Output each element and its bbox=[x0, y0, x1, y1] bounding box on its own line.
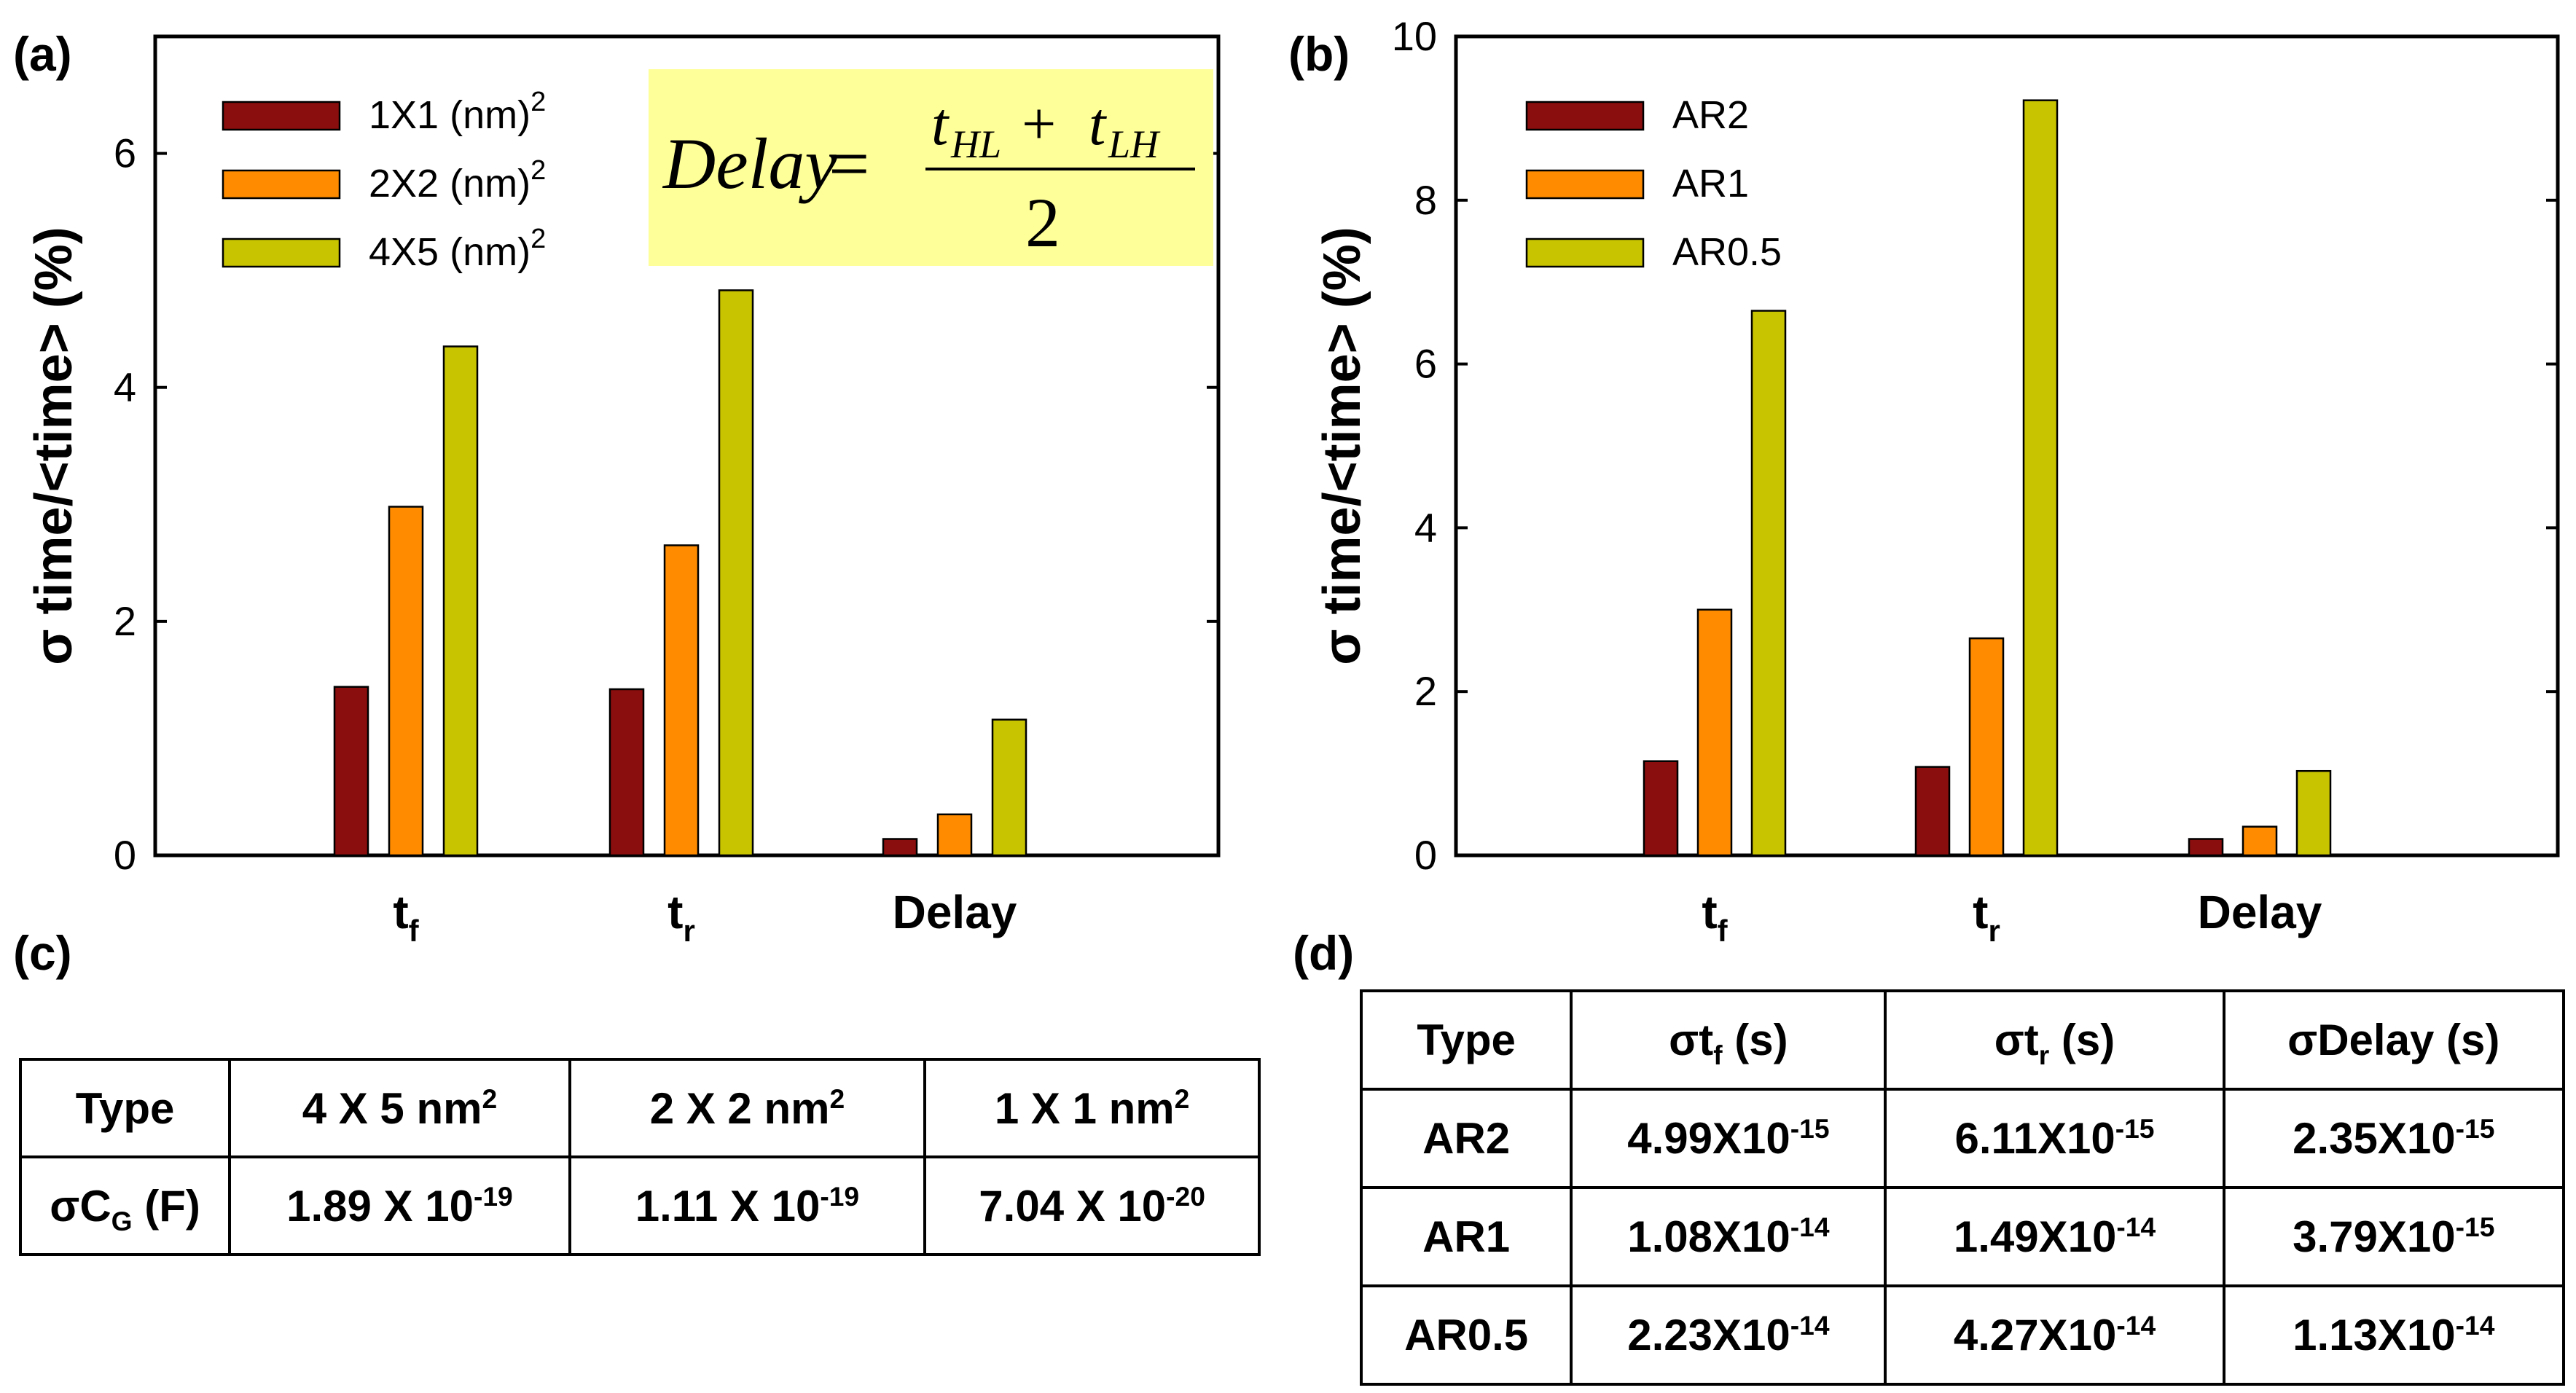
bar bbox=[2242, 825, 2278, 857]
table-c-cell-4x5: 1.89 X 10-19 bbox=[228, 1155, 571, 1256]
bar bbox=[1968, 637, 2005, 857]
formula-t1: t bbox=[931, 90, 950, 158]
formula-t1-sub: HL bbox=[950, 122, 1001, 166]
legend-swatch bbox=[1525, 238, 1645, 268]
table-d: Type σtf (s) σtr (s) σDelay (s) AR2 4.99… bbox=[1359, 989, 2566, 1386]
delay-formula: Delay = t HL + t LH 2 bbox=[649, 69, 1213, 266]
table-d-cell-type: AR0.5 bbox=[1359, 1284, 1573, 1386]
bar bbox=[608, 688, 645, 857]
legend-label: AR0.5 bbox=[1672, 230, 1782, 274]
formula-t2: t bbox=[1089, 90, 1108, 158]
table-c-header-4x5: 4 X 5 nm2 bbox=[228, 1058, 571, 1158]
y-tick-label: 8 bbox=[1414, 177, 1437, 223]
table-d-cell-tr: 1.49X10-14 bbox=[1884, 1186, 2225, 1287]
y-tick-label: 2 bbox=[114, 598, 136, 644]
bar bbox=[663, 544, 700, 857]
legend-swatch bbox=[222, 101, 341, 131]
table-d-header-type: Type bbox=[1359, 989, 1573, 1091]
y-tick-label: 0 bbox=[1414, 832, 1437, 878]
panel-label-c: (c) bbox=[13, 926, 72, 980]
bar bbox=[2022, 99, 2059, 857]
table-c-header-row: Type 4 X 5 nm2 2 X 2 nm2 1 X 1 nm2 bbox=[18, 1058, 1261, 1158]
table-d-header-delay: σDelay (s) bbox=[2222, 989, 2566, 1091]
table-d-header-tr: σtr (s) bbox=[1884, 989, 2225, 1091]
table-d-cell-delay: 2.35X10-15 bbox=[2222, 1088, 2566, 1189]
table-c: Type 4 X 5 nm2 2 X 2 nm2 1 X 1 nm2 σCG (… bbox=[18, 1058, 1261, 1256]
bar bbox=[1750, 310, 1787, 857]
bar bbox=[936, 813, 973, 857]
panel-label-a: (a) bbox=[13, 27, 72, 81]
legend-swatch bbox=[222, 238, 341, 268]
chart-a: 0 2 4 6 σ time/<time> (%) tf tr Delay 1X1 (nm)2 2… bbox=[25, 34, 1221, 948]
legend-swatch bbox=[1525, 101, 1645, 131]
table-c-header-1x1: 1 X 1 nm2 bbox=[923, 1058, 1261, 1158]
legend-label: 4X5 (nm)2 bbox=[369, 224, 546, 274]
panel-label-b: (b) bbox=[1288, 27, 1350, 81]
y-axis-label: σ time/<time> (%) bbox=[1313, 227, 1371, 664]
formula-plus: + bbox=[1022, 90, 1056, 158]
y-tick-label: 4 bbox=[114, 364, 136, 410]
table-d-cell-delay: 1.13X10-14 bbox=[2222, 1284, 2566, 1386]
y-tick-label: 2 bbox=[1414, 668, 1437, 714]
bar bbox=[1914, 766, 1951, 857]
table-c-header-2x2: 2 X 2 nm2 bbox=[568, 1058, 927, 1158]
panel-label-d: (d) bbox=[1293, 926, 1355, 980]
y-axis-label: σ time/<time> (%) bbox=[25, 227, 83, 664]
table-d-cell-tf: 2.23X10-14 bbox=[1570, 1284, 1887, 1386]
x-tick-label: Delay bbox=[893, 886, 1017, 938]
bar bbox=[2188, 838, 2224, 857]
table-c-cell-2x2: 1.11 X 10-19 bbox=[568, 1155, 927, 1256]
y-tick-label: 6 bbox=[114, 130, 136, 176]
table-d-row: AR1 1.08X10-14 1.49X10-14 3.79X10-15 bbox=[1359, 1186, 2566, 1287]
table-d-cell-delay: 3.79X10-15 bbox=[2222, 1186, 2566, 1287]
table-c-row-label: σCG (F) bbox=[18, 1155, 232, 1256]
formula-equals: = bbox=[829, 123, 869, 204]
formula-t2-sub: LH bbox=[1108, 122, 1161, 166]
legend-label: AR2 bbox=[1672, 93, 1749, 137]
table-d-cell-tr: 6.11X10-15 bbox=[1884, 1088, 2225, 1189]
formula-lhs: Delay bbox=[662, 123, 837, 204]
table-d-header-tf: σtf (s) bbox=[1570, 989, 1887, 1091]
table-d-cell-type: AR2 bbox=[1359, 1088, 1573, 1189]
x-tick-label: tr bbox=[668, 886, 695, 948]
table-d-cell-tf: 1.08X10-14 bbox=[1570, 1186, 1887, 1287]
bar bbox=[1696, 608, 1733, 857]
bar bbox=[333, 686, 369, 857]
bar bbox=[718, 289, 754, 857]
bar bbox=[442, 345, 479, 857]
table-c-cell-1x1: 7.04 X 10-20 bbox=[923, 1155, 1261, 1256]
plot-frame bbox=[1454, 34, 2560, 858]
bar bbox=[882, 838, 918, 857]
bar bbox=[388, 506, 424, 857]
table-d-cell-tf: 4.99X10-15 bbox=[1570, 1088, 1887, 1189]
table-d-cell-type: AR1 bbox=[1359, 1186, 1573, 1287]
table-d-cell-tr: 4.27X10-14 bbox=[1884, 1284, 2225, 1386]
table-d-row: AR2 4.99X10-15 6.11X10-15 2.35X10-15 bbox=[1359, 1088, 2566, 1189]
x-tick-label: Delay bbox=[2198, 886, 2322, 938]
y-tick-label: 6 bbox=[1414, 341, 1437, 387]
bar bbox=[2295, 769, 2332, 857]
legend-label: AR1 bbox=[1672, 162, 1749, 205]
table-c-row: σCG (F) 1.89 X 10-19 1.11 X 10-19 7.04 X… bbox=[18, 1155, 1261, 1256]
y-tick-label: 4 bbox=[1414, 504, 1437, 550]
x-tick-label: tf bbox=[393, 886, 419, 948]
chart-b: 0 2 4 6 8 10 σ time/<time> (%) tf tr Delay AR2 AR1 A… bbox=[1313, 13, 2560, 948]
formula-denominator: 2 bbox=[1025, 184, 1060, 262]
table-d-header-row: Type σtf (s) σtr (s) σDelay (s) bbox=[1359, 989, 2566, 1091]
table-d-row: AR0.5 2.23X10-14 4.27X10-14 1.13X10-14 bbox=[1359, 1284, 2566, 1386]
x-tick-label: tr bbox=[1973, 886, 2000, 948]
legend-label: 1X1 (nm)2 bbox=[369, 87, 546, 137]
bar bbox=[1643, 760, 1679, 857]
table-c-header-type: Type bbox=[18, 1058, 232, 1158]
bar bbox=[991, 718, 1027, 857]
y-tick-label: 0 bbox=[114, 832, 136, 878]
legend-label: 2X2 (nm)2 bbox=[369, 155, 546, 205]
legend-swatch bbox=[222, 169, 341, 200]
legend-swatch bbox=[1525, 169, 1645, 200]
x-tick-label: tf bbox=[1702, 886, 1728, 948]
y-tick-label: 10 bbox=[1392, 13, 1437, 59]
